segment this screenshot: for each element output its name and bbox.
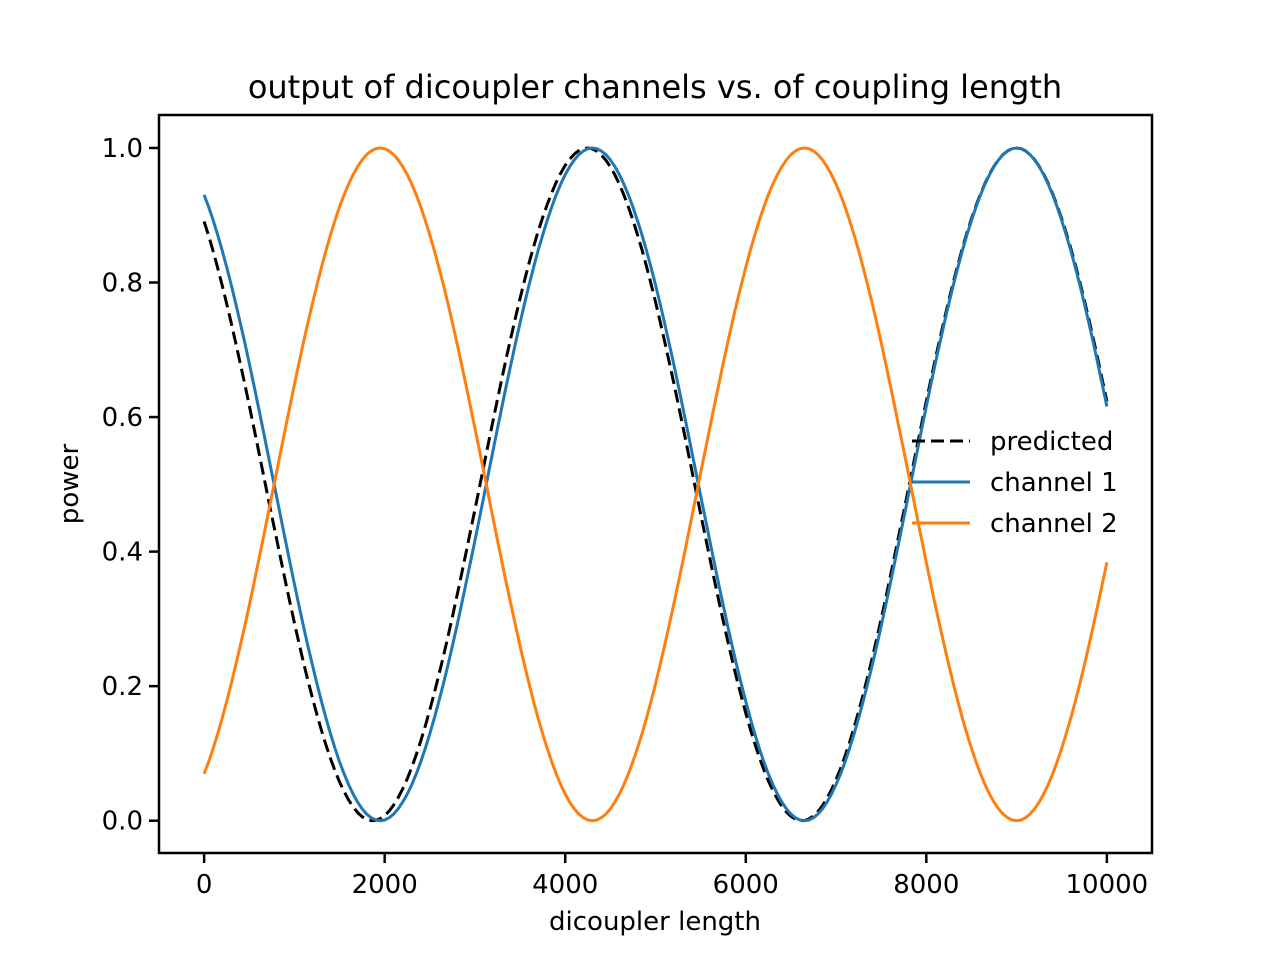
plot-curves [202, 146, 1109, 823]
legend-label-channel-2: channel 2 [990, 509, 1118, 539]
chart-title: output of dicoupler channels vs. of coup… [248, 68, 1062, 106]
y-tick-label: 0.4 [102, 538, 143, 568]
x-axis-label: dicoupler length [549, 907, 761, 937]
x-tick-label: 4000 [532, 870, 598, 900]
x-tick-label: 0 [196, 870, 213, 900]
y-tick-label: 0.2 [102, 672, 143, 702]
x-tick-label: 6000 [713, 870, 779, 900]
y-axis-label: power [55, 444, 85, 525]
x-tick-label: 8000 [893, 870, 959, 900]
plot-area [159, 115, 1152, 853]
y-tick-label: 0.8 [102, 269, 143, 299]
series-channel-1 [202, 146, 1109, 823]
y-tick-label: 0.0 [102, 807, 143, 837]
x-tick-label: 10000 [1066, 870, 1149, 900]
legend: predicted channel 1 channel 2 [912, 427, 1118, 539]
axes-frame [157, 113, 1154, 855]
legend-label-channel-1: channel 1 [990, 468, 1118, 498]
series-channel-2 [202, 146, 1109, 823]
legend-label-predicted: predicted [990, 427, 1113, 457]
y-tick-label: 0.6 [102, 403, 143, 433]
axis-ticks [149, 146, 1109, 863]
tick-labels: 0 2000 4000 6000 8000 10000 0.0 0.2 0.4 0.6 0.8 1.0 [102, 134, 1149, 900]
x-tick-label: 2000 [352, 870, 418, 900]
y-tick-label: 1.0 [102, 134, 143, 164]
